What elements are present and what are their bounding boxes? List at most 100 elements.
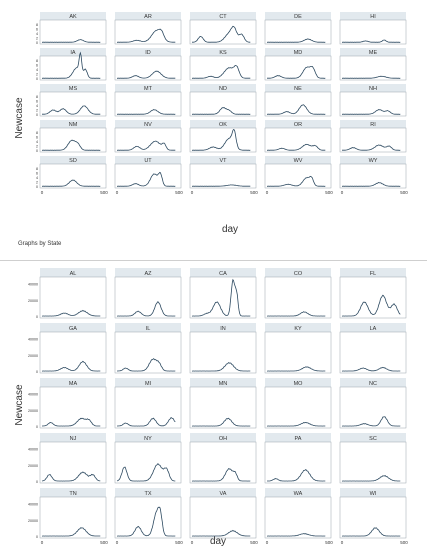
panel-tn: TN 0 20000 40000 0 500: [28, 488, 108, 545]
series-line: [191, 468, 251, 482]
series-line: [341, 366, 401, 372]
panel-header: [40, 323, 106, 332]
panel-wy: WY 0 500: [339, 156, 408, 195]
x-tick-label: 0: [41, 540, 44, 545]
series-line: [191, 107, 251, 115]
series-line: [191, 64, 251, 79]
panel-header: [40, 268, 106, 277]
panel-frame: [264, 441, 332, 484]
series-line: [116, 463, 176, 482]
x-tick-label: 0: [191, 190, 194, 195]
panel-header: [265, 323, 331, 332]
panel-header: [115, 323, 181, 332]
panel-title: IN: [220, 326, 226, 332]
panel-title: IL: [146, 326, 151, 332]
panel-header: [190, 84, 256, 92]
x-axis-title: day: [222, 224, 238, 235]
y-tick-label: 4: [36, 68, 38, 72]
panel-title: AL: [70, 271, 77, 277]
panel-frame: [114, 496, 182, 539]
y-tick-label: 0: [36, 149, 38, 153]
series-line: [41, 527, 101, 537]
panel-frame: [39, 496, 107, 539]
y-tick-label: 20000: [28, 464, 38, 468]
figure-2: AL 0 20000 40000 AZ CA CO FL GA 0 20000 40000 IL IN KY…: [14, 268, 408, 547]
panel-header: [40, 48, 106, 56]
y-tick-label: 6: [36, 64, 38, 68]
y-tick-label: 40000: [28, 338, 38, 342]
panel-title: LA: [370, 326, 377, 332]
panel-frame: [264, 496, 332, 539]
panel-nj: NJ 0 20000 40000: [28, 433, 107, 484]
panel-header: [190, 12, 256, 20]
panel-frame: [264, 276, 332, 319]
series-line: [266, 175, 326, 187]
x-tick-label: 0: [266, 190, 269, 195]
panel-header: [340, 488, 406, 497]
panel-nc: NC: [339, 378, 407, 429]
panel-frame: [39, 127, 107, 153]
y-tick-label: 0: [36, 425, 38, 429]
panel-frame: [114, 91, 182, 117]
series-line: [341, 475, 401, 482]
panel-header: [40, 84, 106, 92]
series-line: [266, 38, 326, 43]
panel-header: [40, 488, 106, 497]
panel-header: [340, 323, 406, 332]
panel-frame: [114, 19, 182, 45]
panel-co: CO: [264, 268, 332, 319]
series-line: [41, 309, 101, 317]
panel-hi: HI: [339, 12, 407, 45]
panel-frame: [264, 91, 332, 117]
panel-header: [190, 156, 256, 164]
panel-title: AR: [144, 14, 152, 20]
panel-frame: [189, 276, 257, 319]
panel-title: AZ: [144, 271, 152, 277]
panel-frame: [39, 19, 107, 45]
y-tick-label: 8: [36, 167, 38, 171]
panel-header: [265, 120, 331, 128]
panel-header: [265, 433, 331, 442]
y-tick-label: 4: [36, 32, 38, 36]
panel-md: MD: [264, 48, 332, 81]
panel-header: [340, 120, 406, 128]
panel-frame: [39, 386, 107, 429]
panel-title: NM: [69, 122, 78, 128]
panel-title: GA: [69, 326, 77, 332]
series-line: [341, 416, 401, 427]
panel-frame: [339, 19, 407, 45]
panel-frame: [114, 276, 182, 319]
y-tick-label: 0: [36, 480, 38, 484]
panel-frame: [189, 127, 257, 153]
series-line: [342, 144, 401, 151]
panel-frame: [39, 163, 107, 189]
panel-header: [265, 156, 331, 164]
panel-tx: TX 0 500: [114, 488, 183, 545]
x-tick-label: 500: [175, 540, 183, 545]
panel-title: NY: [144, 436, 152, 442]
series-line: [191, 529, 251, 537]
panel-al: AL 0 20000 40000: [28, 268, 107, 319]
series-line: [341, 294, 401, 317]
panel-id: ID: [114, 48, 182, 81]
series-line: [116, 70, 176, 79]
panel-title: MO: [294, 381, 304, 387]
panel-title: AK: [69, 14, 77, 20]
series-line: [116, 28, 176, 43]
panel-title: HI: [370, 14, 376, 20]
y-tick-label: 4: [36, 104, 38, 108]
series-line: [116, 506, 176, 537]
y-tick-label: 20000: [28, 519, 38, 523]
panel-title: NE: [294, 86, 302, 92]
panel-in: IN: [189, 323, 257, 374]
x-tick-label: 0: [266, 540, 269, 545]
panel-header: [115, 120, 181, 128]
panel-ne: NE: [264, 84, 332, 117]
panel-title: SD: [69, 158, 77, 164]
panel-nv: NV: [114, 120, 182, 153]
panel-nd: ND: [189, 84, 257, 117]
